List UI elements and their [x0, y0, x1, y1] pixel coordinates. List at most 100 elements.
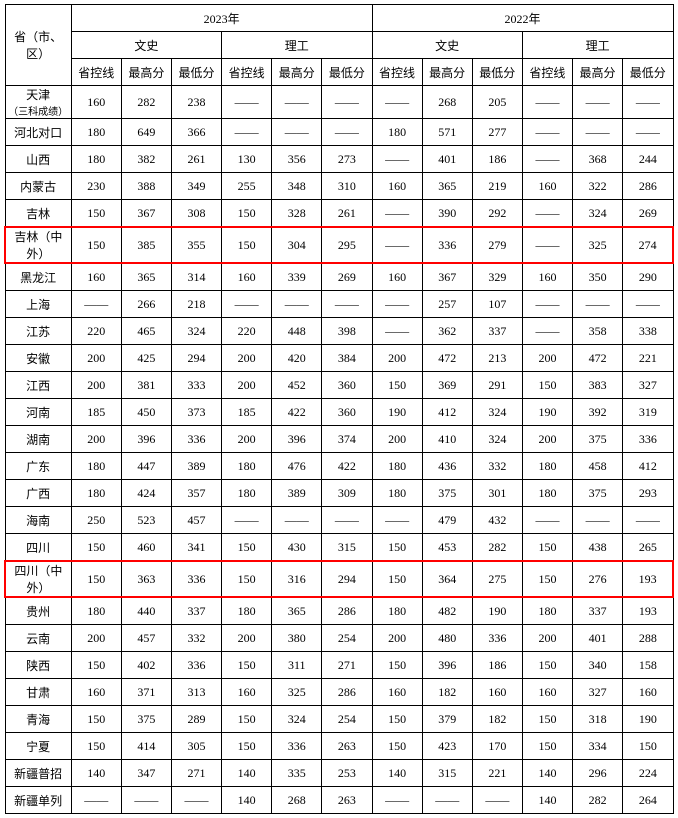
table-row: 四川150460341150430315150453282150438265	[5, 534, 673, 562]
data-cell: 396	[422, 652, 472, 679]
data-cell: ——	[522, 318, 572, 345]
data-cell: 263	[322, 787, 372, 814]
table-row: 广东180447389180476422180436332180458412	[5, 453, 673, 480]
data-cell: 200	[71, 426, 121, 453]
data-cell: 392	[573, 399, 623, 426]
cat-wenshi-2022: 文史	[372, 32, 522, 59]
data-cell: 479	[422, 507, 472, 534]
cat-ligong-2023: 理工	[222, 32, 372, 59]
data-cell: 398	[322, 318, 372, 345]
table-row: 上海——266218————————257107——————	[5, 291, 673, 318]
data-cell: ——	[71, 291, 121, 318]
data-cell: 414	[121, 733, 171, 760]
data-cell: ——	[272, 119, 322, 146]
data-cell: 160	[472, 679, 522, 706]
data-cell: ——	[422, 787, 472, 814]
data-cell: 337	[171, 597, 221, 625]
data-cell: 291	[472, 372, 522, 399]
data-cell: 452	[272, 372, 322, 399]
data-cell: 325	[272, 679, 322, 706]
score-table: 省（市、区） 2023年 2022年 文史 理工 文史 理工 省控线 最高分 最…	[4, 4, 674, 814]
year-2022-header: 2022年	[372, 5, 673, 32]
data-cell: 523	[121, 507, 171, 534]
cat-wenshi-2023: 文史	[71, 32, 221, 59]
data-cell: 150	[222, 652, 272, 679]
data-cell: 268	[272, 787, 322, 814]
data-cell: 296	[573, 760, 623, 787]
data-cell: 472	[422, 345, 472, 372]
data-cell: 200	[372, 345, 422, 372]
data-cell: 244	[623, 146, 673, 173]
data-cell: 362	[422, 318, 472, 345]
data-cell: ——	[222, 291, 272, 318]
data-cell: 282	[472, 534, 522, 562]
data-cell: 263	[322, 733, 372, 760]
data-cell: 180	[71, 453, 121, 480]
data-cell: 371	[121, 679, 171, 706]
data-cell: 160	[71, 86, 121, 119]
province-cell: 贵州	[5, 597, 71, 625]
col-header: 省控线	[71, 59, 121, 86]
data-cell: 160	[522, 173, 572, 200]
data-cell: 367	[121, 200, 171, 228]
data-cell: 275	[472, 561, 522, 597]
data-cell: 412	[422, 399, 472, 426]
province-cell: 宁夏	[5, 733, 71, 760]
table-row: 甘肃160371313160325286160182160160327160	[5, 679, 673, 706]
data-cell: 336	[472, 625, 522, 652]
col-header: 最低分	[322, 59, 372, 86]
data-cell: 224	[623, 760, 673, 787]
data-cell: 440	[121, 597, 171, 625]
data-cell: ——	[272, 291, 322, 318]
data-cell: 150	[372, 706, 422, 733]
data-cell: ——	[372, 200, 422, 228]
data-cell: 327	[623, 372, 673, 399]
data-cell: 150	[522, 706, 572, 733]
col-header: 省控线	[372, 59, 422, 86]
data-cell: 410	[422, 426, 472, 453]
data-cell: 295	[322, 227, 372, 263]
province-cell: 湖南	[5, 426, 71, 453]
data-cell: 336	[171, 561, 221, 597]
data-cell: 318	[573, 706, 623, 733]
data-cell: 350	[573, 263, 623, 291]
data-cell: 140	[522, 760, 572, 787]
data-cell: 286	[322, 597, 372, 625]
data-cell: 374	[322, 426, 372, 453]
data-cell: 160	[522, 679, 572, 706]
data-cell: 150	[71, 706, 121, 733]
data-cell: 140	[372, 760, 422, 787]
data-cell: 360	[322, 399, 372, 426]
table-row: 陕西150402336150311271150396186150340158	[5, 652, 673, 679]
data-cell: ——	[272, 507, 322, 534]
data-cell: 160	[522, 263, 572, 291]
data-cell: 314	[171, 263, 221, 291]
data-cell: 160	[222, 263, 272, 291]
data-cell: 140	[71, 760, 121, 787]
data-cell: 401	[573, 625, 623, 652]
col-header: 最低分	[623, 59, 673, 86]
data-cell: 319	[623, 399, 673, 426]
year-2023-header: 2023年	[71, 5, 372, 32]
data-cell: 438	[573, 534, 623, 562]
data-cell: 457	[121, 625, 171, 652]
province-cell: 新疆普招	[5, 760, 71, 787]
data-cell: 255	[222, 173, 272, 200]
data-cell: 193	[623, 561, 673, 597]
data-cell: 368	[573, 146, 623, 173]
data-cell: 160	[372, 263, 422, 291]
province-cell: 海南	[5, 507, 71, 534]
data-cell: 150	[372, 372, 422, 399]
province-cell: 广东	[5, 453, 71, 480]
data-cell: 337	[472, 318, 522, 345]
data-cell: 150	[372, 652, 422, 679]
data-cell: 358	[573, 318, 623, 345]
data-cell: 200	[71, 625, 121, 652]
province-cell: 四川（中外）	[5, 561, 71, 597]
data-cell: 150	[372, 733, 422, 760]
data-cell: 365	[272, 597, 322, 625]
data-cell: 180	[222, 480, 272, 507]
table-body: 天津（三科成绩）160282238————————268205——————河北对…	[5, 86, 673, 814]
data-cell: 336	[171, 652, 221, 679]
data-cell: 335	[272, 760, 322, 787]
